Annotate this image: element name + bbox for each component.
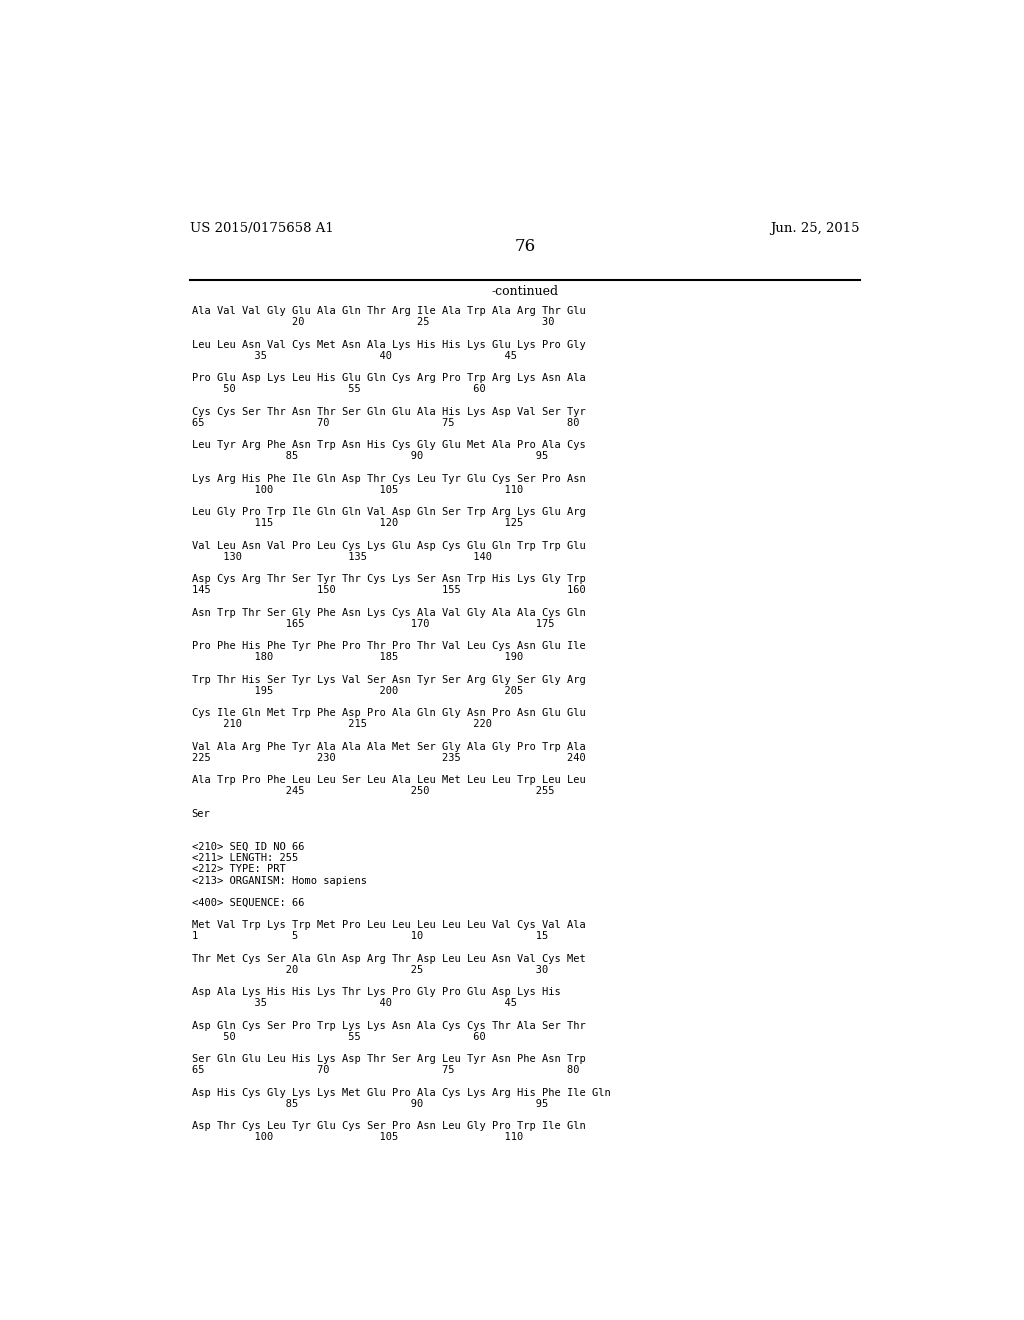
Text: Cys Cys Ser Thr Asn Thr Ser Gln Glu Ala His Lys Asp Val Ser Tyr: Cys Cys Ser Thr Asn Thr Ser Gln Glu Ala … [191,407,586,417]
Text: Leu Gly Pro Trp Ile Gln Gln Val Asp Gln Ser Trp Arg Lys Glu Arg: Leu Gly Pro Trp Ile Gln Gln Val Asp Gln … [191,507,586,517]
Text: 100                 105                 110: 100 105 110 [191,484,523,495]
Text: 20                  25                  30: 20 25 30 [191,965,548,975]
Text: 85                  90                  95: 85 90 95 [191,1100,548,1109]
Text: <211> LENGTH: 255: <211> LENGTH: 255 [191,853,298,863]
Text: Pro Glu Asp Lys Leu His Glu Gln Cys Arg Pro Trp Arg Lys Asn Ala: Pro Glu Asp Lys Leu His Glu Gln Cys Arg … [191,374,586,383]
Text: Lys Arg His Phe Ile Gln Asp Thr Cys Leu Tyr Glu Cys Ser Pro Asn: Lys Arg His Phe Ile Gln Asp Thr Cys Leu … [191,474,586,483]
Text: Jun. 25, 2015: Jun. 25, 2015 [770,222,859,235]
Text: 50                  55                  60: 50 55 60 [191,384,485,395]
Text: Pro Phe His Phe Tyr Phe Pro Thr Pro Thr Val Leu Cys Asn Glu Ile: Pro Phe His Phe Tyr Phe Pro Thr Pro Thr … [191,642,586,651]
Text: Asp Ala Lys His His Lys Thr Lys Pro Gly Pro Glu Asp Lys His: Asp Ala Lys His His Lys Thr Lys Pro Gly … [191,987,560,998]
Text: Leu Leu Asn Val Cys Met Asn Ala Lys His His Lys Glu Lys Pro Gly: Leu Leu Asn Val Cys Met Asn Ala Lys His … [191,339,586,350]
Text: 245                 250                 255: 245 250 255 [191,787,554,796]
Text: 130                 135                 140: 130 135 140 [191,552,492,562]
Text: Asp Thr Cys Leu Tyr Glu Cys Ser Pro Asn Leu Gly Pro Trp Ile Gln: Asp Thr Cys Leu Tyr Glu Cys Ser Pro Asn … [191,1121,586,1131]
Text: 165                 170                 175: 165 170 175 [191,619,554,628]
Text: Asn Trp Thr Ser Gly Phe Asn Lys Cys Ala Val Gly Ala Ala Cys Gln: Asn Trp Thr Ser Gly Phe Asn Lys Cys Ala … [191,607,586,618]
Text: <210> SEQ ID NO 66: <210> SEQ ID NO 66 [191,842,304,853]
Text: 1               5                  10                  15: 1 5 10 15 [191,932,548,941]
Text: US 2015/0175658 A1: US 2015/0175658 A1 [190,222,334,235]
Text: 35                  40                  45: 35 40 45 [191,351,516,360]
Text: 20                  25                  30: 20 25 30 [191,317,554,327]
Text: 85                  90                  95: 85 90 95 [191,451,548,462]
Text: 35                  40                  45: 35 40 45 [191,998,516,1008]
Text: <212> TYPE: PRT: <212> TYPE: PRT [191,865,286,874]
Text: Val Leu Asn Val Pro Leu Cys Lys Glu Asp Cys Glu Gln Trp Trp Glu: Val Leu Asn Val Pro Leu Cys Lys Glu Asp … [191,541,586,550]
Text: Asp Gln Cys Ser Pro Trp Lys Lys Asn Ala Cys Cys Thr Ala Ser Thr: Asp Gln Cys Ser Pro Trp Lys Lys Asn Ala … [191,1020,586,1031]
Text: 210                 215                 220: 210 215 220 [191,719,492,730]
Text: Asp Cys Arg Thr Ser Tyr Thr Cys Lys Ser Asn Trp His Lys Gly Trp: Asp Cys Arg Thr Ser Tyr Thr Cys Lys Ser … [191,574,586,585]
Text: 180                 185                 190: 180 185 190 [191,652,523,663]
Text: Trp Thr His Ser Tyr Lys Val Ser Asn Tyr Ser Arg Gly Ser Gly Arg: Trp Thr His Ser Tyr Lys Val Ser Asn Tyr … [191,675,586,685]
Text: 100                 105                 110: 100 105 110 [191,1133,523,1142]
Text: Leu Tyr Arg Phe Asn Trp Asn His Cys Gly Glu Met Ala Pro Ala Cys: Leu Tyr Arg Phe Asn Trp Asn His Cys Gly … [191,441,586,450]
Text: <213> ORGANISM: Homo sapiens: <213> ORGANISM: Homo sapiens [191,875,367,886]
Text: Thr Met Cys Ser Ala Gln Asp Arg Thr Asp Leu Leu Asn Val Cys Met: Thr Met Cys Ser Ala Gln Asp Arg Thr Asp … [191,954,586,964]
Text: Cys Ile Gln Met Trp Phe Asp Pro Ala Gln Gly Asn Pro Asn Glu Glu: Cys Ile Gln Met Trp Phe Asp Pro Ala Gln … [191,708,586,718]
Text: Ala Val Val Gly Glu Ala Gln Thr Arg Ile Ala Trp Ala Arg Thr Glu: Ala Val Val Gly Glu Ala Gln Thr Arg Ile … [191,306,586,317]
Text: -continued: -continued [492,285,558,298]
Text: 50                  55                  60: 50 55 60 [191,1032,485,1041]
Text: 195                 200                 205: 195 200 205 [191,686,523,696]
Text: <400> SEQUENCE: 66: <400> SEQUENCE: 66 [191,898,304,908]
Text: 225                 230                 235                 240: 225 230 235 240 [191,752,586,763]
Text: 115                 120                 125: 115 120 125 [191,519,523,528]
Text: Ala Trp Pro Phe Leu Leu Ser Leu Ala Leu Met Leu Leu Trp Leu Leu: Ala Trp Pro Phe Leu Leu Ser Leu Ala Leu … [191,775,586,785]
Text: 65                  70                  75                  80: 65 70 75 80 [191,418,579,428]
Text: Asp His Cys Gly Lys Lys Met Glu Pro Ala Cys Lys Arg His Phe Ile Gln: Asp His Cys Gly Lys Lys Met Glu Pro Ala … [191,1088,610,1098]
Text: Ser Gln Glu Leu His Lys Asp Thr Ser Arg Leu Tyr Asn Phe Asn Trp: Ser Gln Glu Leu His Lys Asp Thr Ser Arg … [191,1055,586,1064]
Text: 65                  70                  75                  80: 65 70 75 80 [191,1065,579,1076]
Text: Met Val Trp Lys Trp Met Pro Leu Leu Leu Leu Leu Val Cys Val Ala: Met Val Trp Lys Trp Met Pro Leu Leu Leu … [191,920,586,931]
Text: Val Ala Arg Phe Tyr Ala Ala Ala Met Ser Gly Ala Gly Pro Trp Ala: Val Ala Arg Phe Tyr Ala Ala Ala Met Ser … [191,742,586,751]
Text: 76: 76 [514,238,536,255]
Text: 145                 150                 155                 160: 145 150 155 160 [191,585,586,595]
Text: Ser: Ser [191,809,210,818]
